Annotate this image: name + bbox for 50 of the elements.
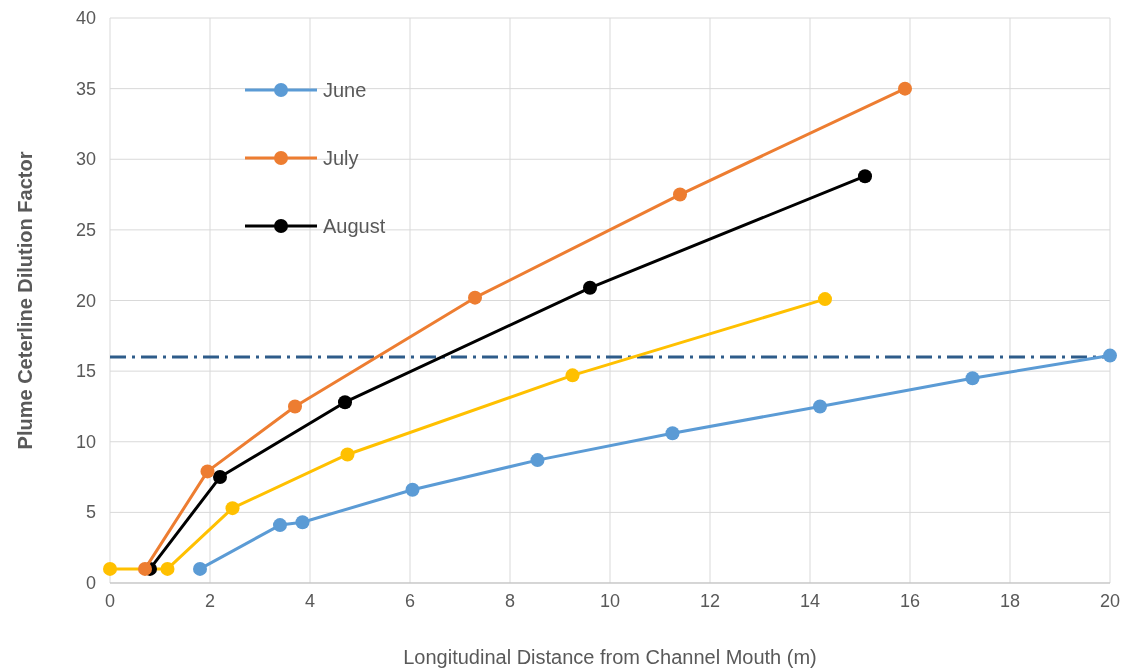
point (565, 368, 580, 383)
y-tick-label: 5 (85, 502, 96, 523)
x-tick-label: 6 (404, 591, 416, 611)
point (813, 399, 827, 414)
point (898, 81, 912, 96)
y-tick-label: 40 (75, 8, 96, 28)
x-tick-label: 0 (104, 591, 116, 611)
point (160, 561, 175, 576)
x-tick-label: 4 (304, 591, 316, 611)
x-tick-label: 2 (204, 591, 216, 611)
x-tick-label: 12 (699, 591, 721, 611)
y-tick-label: 20 (75, 290, 96, 311)
point (225, 501, 240, 516)
point (405, 482, 420, 497)
point (138, 561, 152, 576)
point (273, 518, 287, 533)
legend-label: August (323, 215, 386, 237)
x-tick-label: 8 (504, 591, 516, 611)
point (818, 292, 832, 307)
y-tick-label: 25 (75, 219, 96, 240)
point (858, 169, 872, 184)
point (288, 399, 302, 414)
x-tick-label: 14 (799, 591, 821, 611)
x-axis-title: Longitudinal Distance from Channel Mouth (m) (403, 646, 817, 668)
y-tick-label: 10 (75, 431, 96, 452)
point (338, 395, 352, 410)
point (295, 515, 310, 530)
point (965, 371, 980, 386)
x-tick-label: 16 (899, 591, 921, 611)
point (1103, 348, 1117, 363)
point (665, 426, 680, 441)
point (468, 290, 482, 305)
point (530, 453, 545, 468)
y-axis-title: Plume Ceterline Dilution Factor (14, 151, 36, 450)
x-tick-label: 10 (599, 591, 621, 611)
legend-label: July (323, 147, 359, 169)
point (673, 187, 687, 202)
point (340, 447, 355, 462)
point (583, 280, 597, 295)
point (200, 464, 215, 479)
point (193, 561, 207, 576)
x-tick-label: 18 (999, 591, 1021, 611)
y-tick-label: 30 (75, 149, 96, 170)
x-tick-label: 20 (1099, 591, 1121, 611)
point (213, 470, 227, 485)
legend-label: June (323, 79, 367, 101)
y-tick-label: 15 (75, 361, 96, 382)
y-tick-label: 35 (75, 78, 96, 99)
y-tick-label: 0 (85, 573, 96, 593)
point (103, 561, 117, 576)
